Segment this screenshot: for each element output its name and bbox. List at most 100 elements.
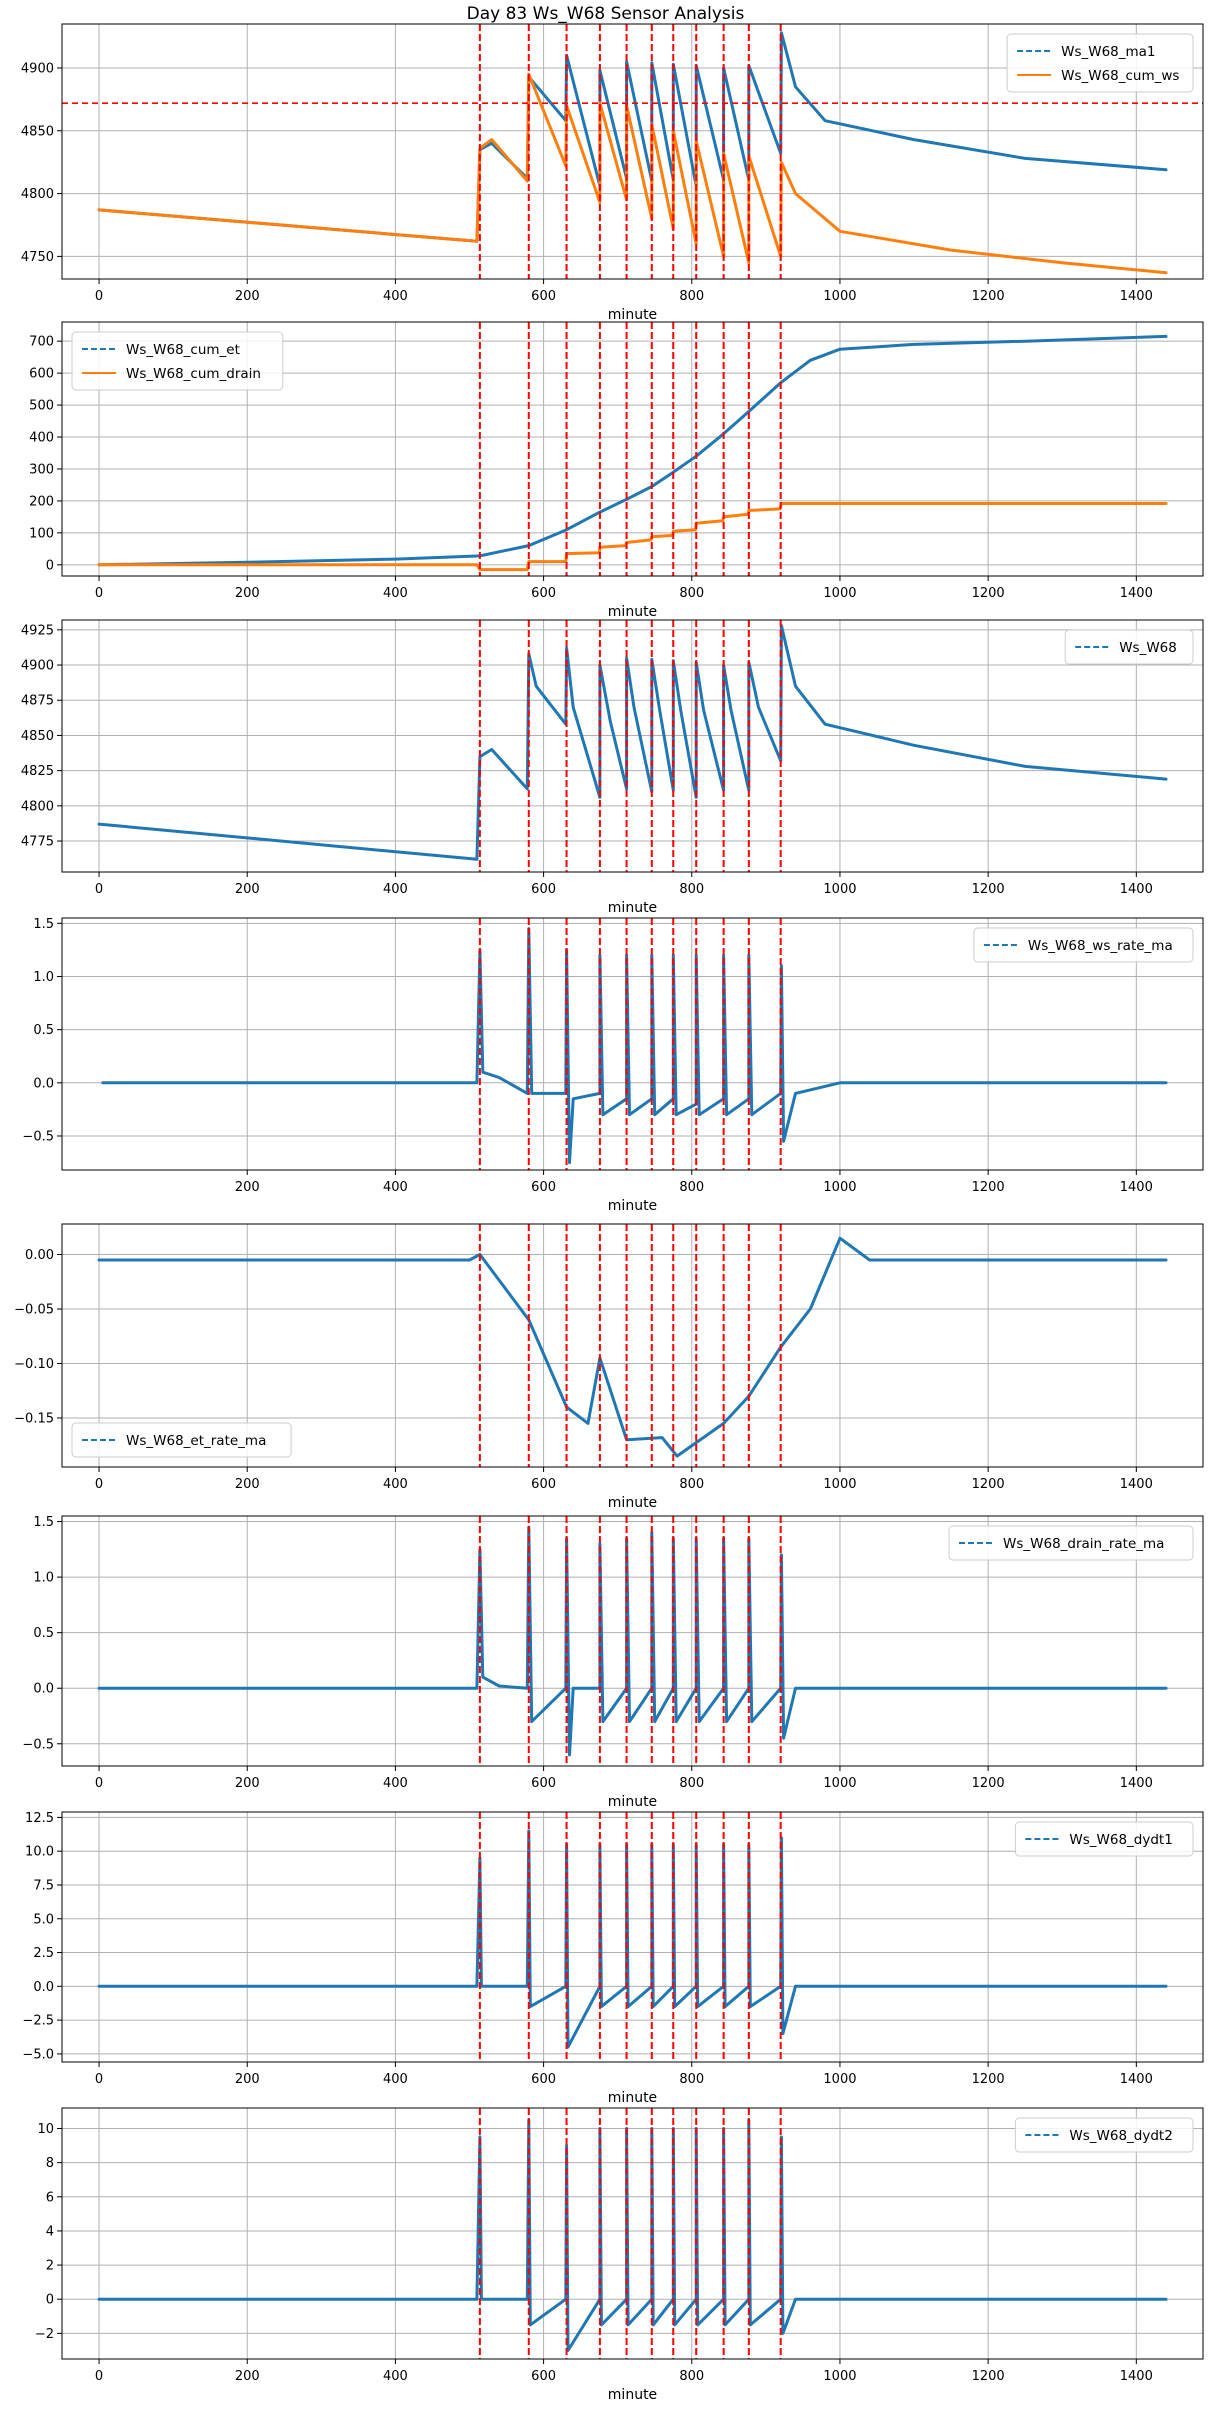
x-tick-label: 1000	[823, 1776, 856, 1791]
legend-box	[1006, 33, 1194, 93]
y-tick-label: 4825	[21, 764, 54, 779]
x-axis-label: minute	[608, 1794, 657, 1810]
x-tick-label: 1400	[1120, 882, 1153, 897]
legend-box	[948, 1525, 1194, 1561]
legend-box	[973, 927, 1194, 963]
x-tick-label: 1200	[972, 1776, 1005, 1791]
x-tick-label: 1200	[972, 2369, 1005, 2384]
figure-title: Day 83 Ws_W68 Sensor Analysis	[466, 4, 745, 24]
y-tick-label: 4925	[21, 623, 54, 638]
series-line-Ws_W68_et_rate_ma	[97, 1236, 1168, 1458]
x-tick-label: 1000	[823, 2072, 856, 2087]
x-tick-label: 400	[383, 1477, 408, 1492]
y-tick-label: 700	[29, 335, 54, 350]
y-tick-label: 4875	[21, 694, 54, 709]
x-tick-label: 600	[531, 2369, 556, 2384]
x-tick-label: 800	[679, 1776, 704, 1791]
y-tick-label: 4750	[21, 250, 54, 265]
y-tick-label: 0	[46, 558, 54, 573]
y-tick-label: 7.5	[33, 1878, 54, 1893]
y-tick-label: 600	[29, 367, 54, 382]
x-tick-label: 200	[235, 1477, 260, 1492]
x-tick-label: 800	[679, 1180, 704, 1195]
y-tick-label: 300	[29, 462, 54, 477]
plot-area	[62, 24, 1203, 279]
plot-area	[97, 620, 1168, 872]
axes-frame	[61, 1223, 1204, 1468]
y-tick-label: −0.05	[14, 1302, 54, 1317]
x-axis-label: minute	[608, 2387, 657, 2403]
y-tick-label: 0.5	[33, 1626, 54, 1641]
x-tick-label: 800	[679, 289, 704, 304]
x-axis-label: minute	[608, 900, 657, 916]
y-tick-label: 200	[29, 494, 54, 509]
plot-area	[101, 918, 1168, 1170]
legend: Ws_W68_ma1 Ws_W68_cum_ws	[1006, 33, 1194, 93]
x-tick-label: 0	[95, 2072, 103, 2087]
y-tick-label: 500	[29, 399, 54, 414]
x-tick-label: 1200	[972, 586, 1005, 601]
legend-label: Ws_W68_cum_drain	[126, 366, 261, 382]
legend-label: Ws_W68_ma1	[1061, 44, 1155, 60]
axes-frame	[61, 2107, 1204, 2360]
x-tick-label: 1400	[1120, 289, 1153, 304]
x-tick-label: 200	[235, 2369, 260, 2384]
subplot-2: 0 200 400 600 800 1000 1200 1400 0 100 200 300 400 50…	[29, 321, 1204, 620]
axes-frame	[61, 1515, 1204, 1767]
plot-area	[97, 1812, 1168, 2062]
y-tick-label: −0.10	[14, 1357, 54, 1372]
y-tick-label: −5.0	[22, 2047, 54, 2062]
x-tick-label: 1200	[972, 1180, 1005, 1195]
subplot-7: 0 200 400 600 800 1000 1200 1400 −5.0 −2.5 0.0 2.5 5…	[22, 1811, 1204, 2106]
y-tick-label: 4900	[21, 61, 54, 76]
x-tick-label: 200	[235, 586, 260, 601]
x-tick-label: 0	[95, 2369, 103, 2384]
legend: Ws_W68_ws_rate_ma	[973, 927, 1194, 963]
x-tick-label: 800	[679, 586, 704, 601]
plot-area	[97, 322, 1168, 576]
legend-box	[71, 1422, 292, 1458]
legend: Ws_W68_drain_rate_ma	[948, 1525, 1194, 1561]
x-tick-label: 400	[383, 289, 408, 304]
axes-frame	[61, 23, 1204, 280]
legend: Ws_W68_cum_et Ws_W68_cum_drain	[71, 331, 284, 391]
plot-area	[97, 1516, 1168, 1766]
x-tick-label: 200	[235, 882, 260, 897]
x-tick-label: 200	[235, 1180, 260, 1195]
y-tick-label: 1.5	[33, 917, 54, 932]
x-tick-label: 600	[531, 882, 556, 897]
x-tick-label: 1200	[972, 2072, 1005, 2087]
legend-label: Ws_W68_cum_et	[126, 342, 240, 358]
x-axis-label: minute	[608, 2090, 657, 2106]
subplot-5: 0 200 400 600 800 1000 1200 1400 −0.15 −0.10 −0.05…	[14, 1223, 1204, 1511]
legend: Ws_W68	[1064, 629, 1194, 665]
y-tick-label: −2.5	[22, 2014, 54, 2029]
x-tick-label: 0	[95, 586, 103, 601]
y-tick-label: 6	[46, 2190, 54, 2205]
series-line-Ws_W68_ws_rate_ma	[101, 927, 1168, 1165]
x-tick-label: 600	[531, 1477, 556, 1492]
y-tick-label: 10.0	[25, 1845, 54, 1860]
x-tick-label: 1200	[972, 882, 1005, 897]
y-tick-label: 2.5	[33, 1946, 54, 1961]
y-tick-label: −0.5	[22, 1737, 54, 1752]
series-line-Ws_W68_dydt1	[97, 1829, 1168, 2049]
axes-frame	[61, 1811, 1204, 2063]
x-tick-label: 800	[679, 2072, 704, 2087]
x-tick-label: 400	[383, 2072, 408, 2087]
series-line-Ws_W68_dydt2	[97, 2118, 1168, 2352]
axes-frame	[61, 619, 1204, 873]
legend-box	[1014, 2117, 1194, 2153]
x-axis-label: minute	[608, 1198, 657, 1214]
x-tick-label: 1400	[1120, 1776, 1153, 1791]
legend-box	[1014, 1821, 1194, 1857]
axes-frame	[61, 321, 1204, 577]
x-tick-label: 0	[95, 289, 103, 304]
series-line-Ws_W68	[97, 624, 1168, 861]
y-tick-label: 4850	[21, 729, 54, 744]
x-tick-label: 1000	[823, 1180, 856, 1195]
x-tick-label: 1000	[823, 2369, 856, 2384]
y-tick-label: 0.0	[33, 1682, 54, 1697]
y-tick-label: 0.5	[33, 1023, 54, 1038]
x-tick-label: 600	[531, 1776, 556, 1791]
